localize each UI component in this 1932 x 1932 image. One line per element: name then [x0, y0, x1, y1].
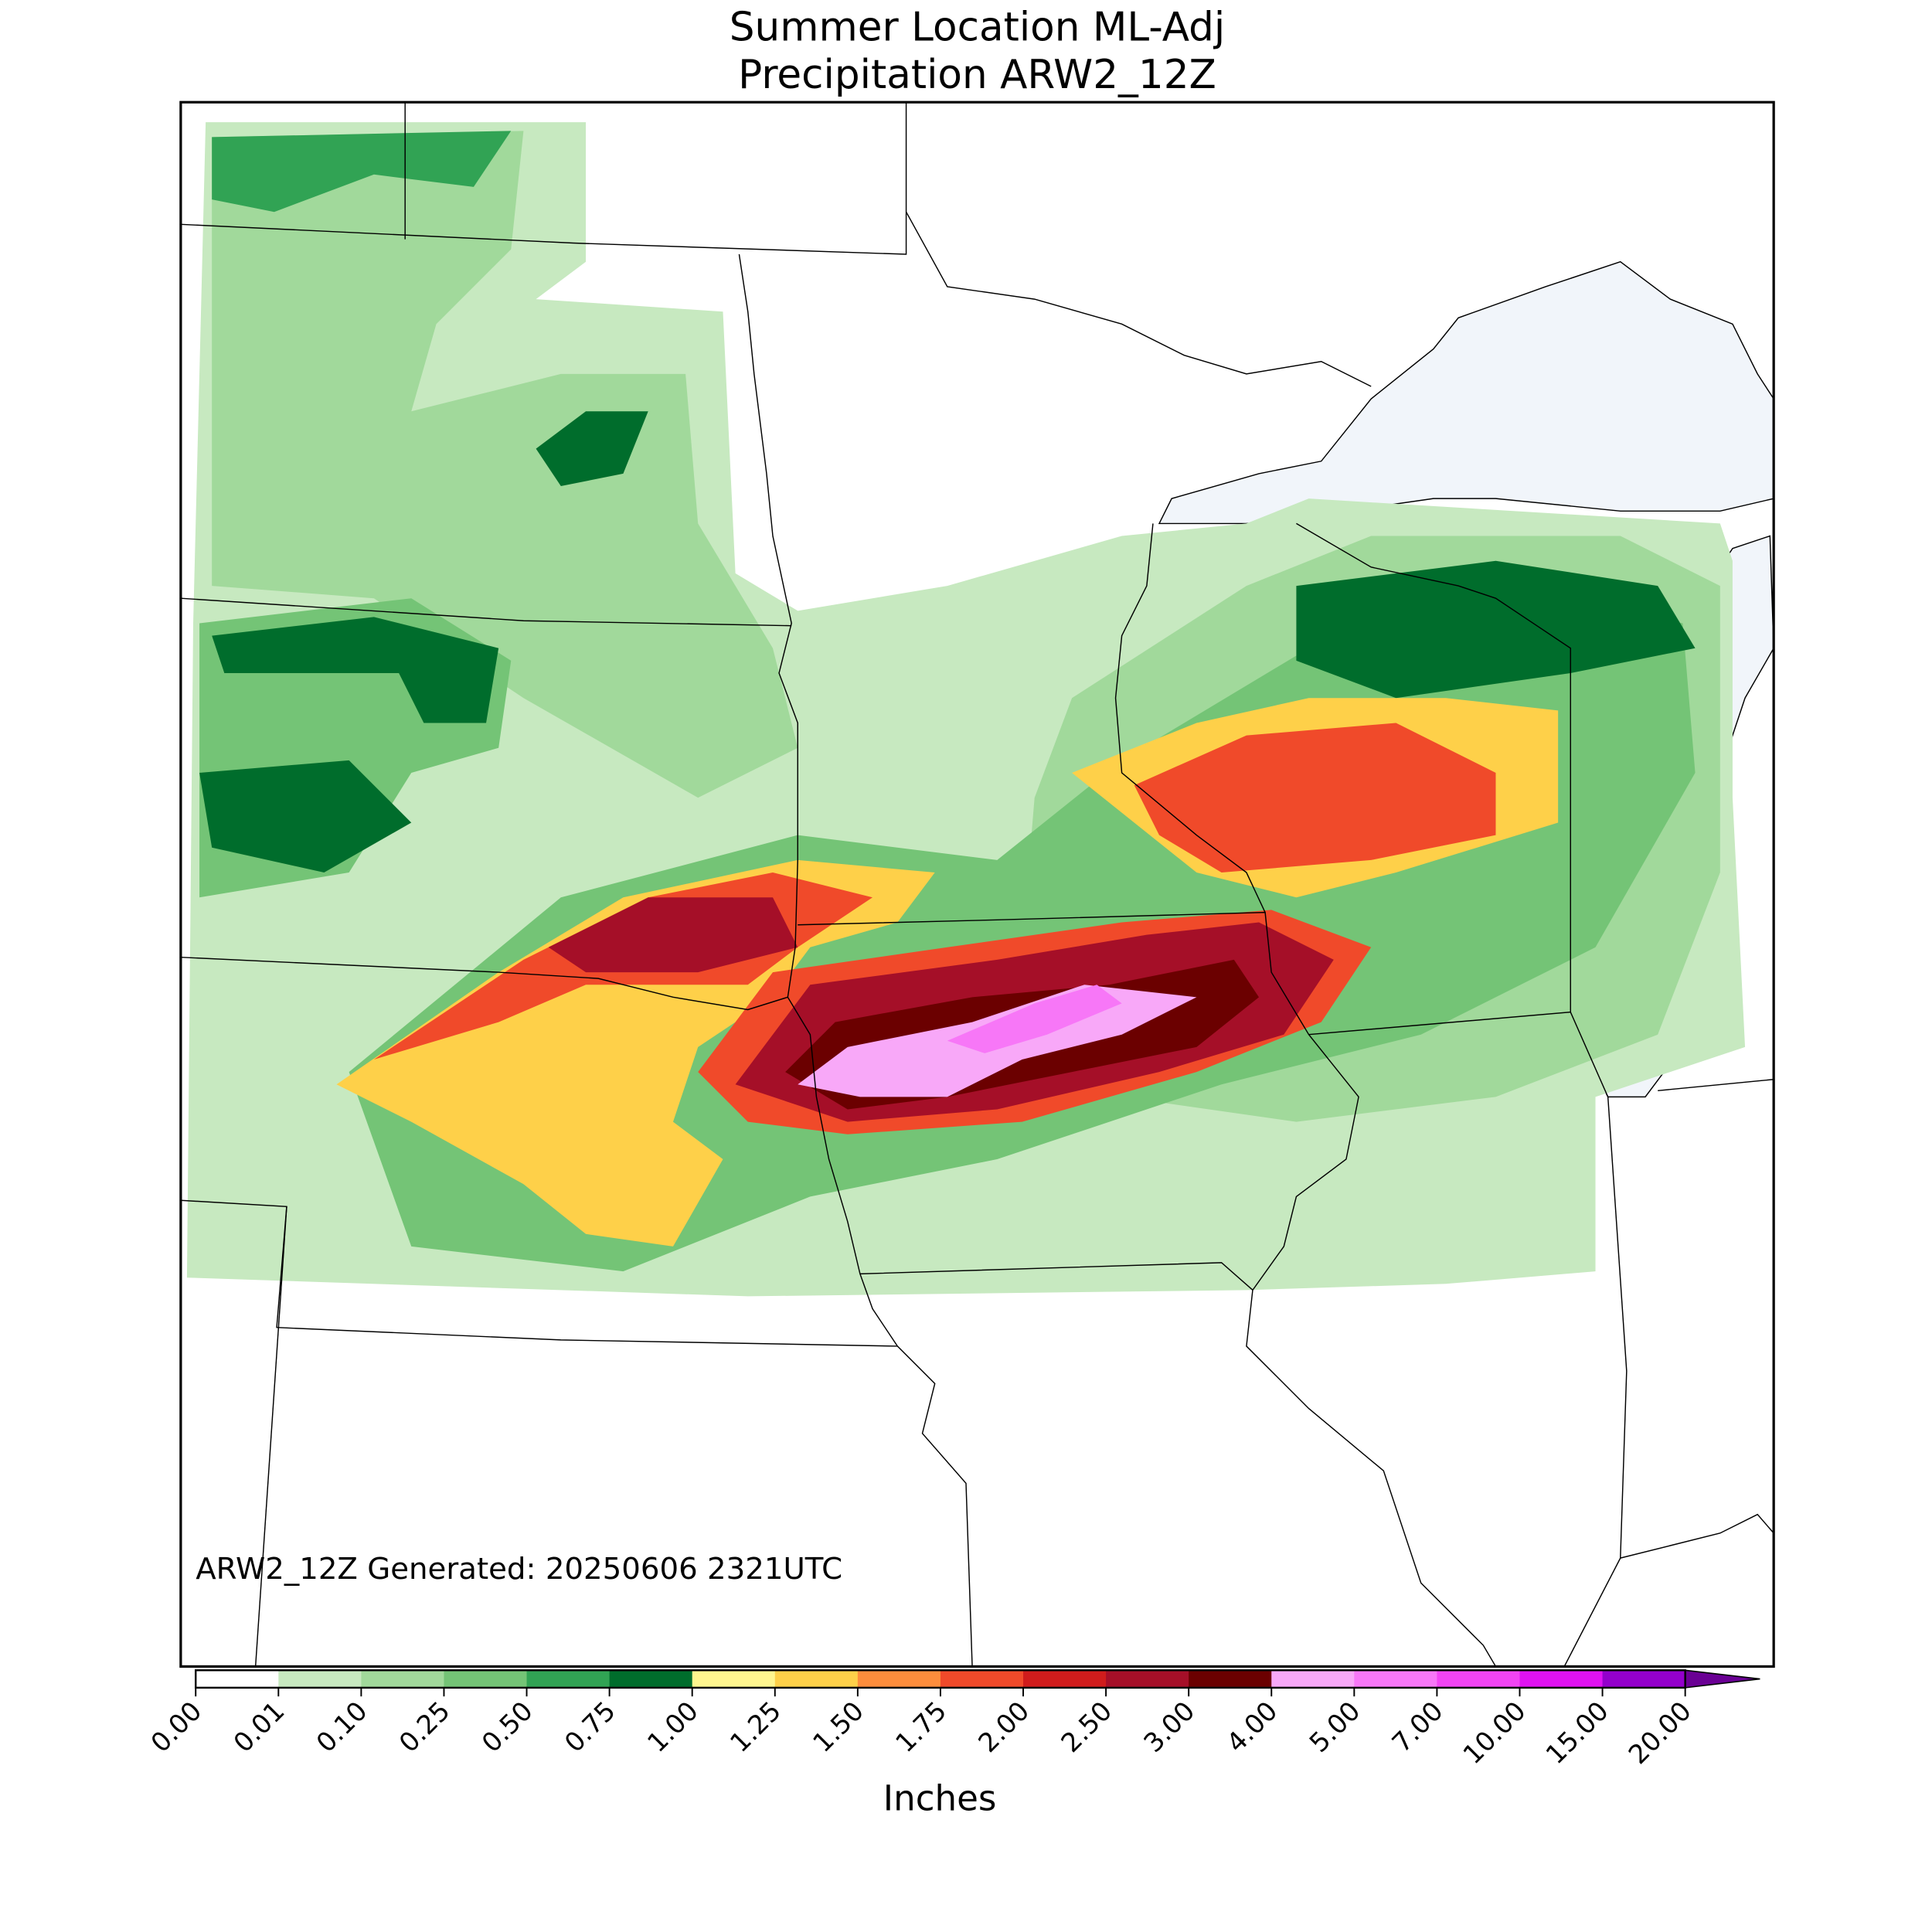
colorbar-tick-label: 1.50: [807, 1696, 869, 1758]
colorbar-tick-label: 1.00: [641, 1696, 704, 1758]
colorbar-segment: [1023, 1670, 1107, 1688]
colorbar-segment: [692, 1670, 776, 1688]
border: [1658, 1079, 1774, 1092]
title-line: Precipitation ARW2_12Z: [738, 52, 1216, 98]
colorbar-segment: [444, 1670, 528, 1688]
colorbar-tick-label: 0.75: [559, 1696, 621, 1758]
border: [254, 1206, 287, 1667]
colorbar-segment: [1189, 1670, 1273, 1688]
map-frame: [179, 100, 1775, 1668]
precipitation-field: [186, 122, 1746, 1297]
colorbar-tick-label: 1.25: [724, 1696, 787, 1758]
precip-area: [212, 131, 512, 213]
border: [859, 1262, 1253, 1291]
precip-area: [947, 985, 1122, 1053]
colorbar-segment: [774, 1670, 859, 1688]
colorbar-tick-label: 5.00: [1304, 1696, 1366, 1758]
colorbar-tick-label: 0.50: [476, 1696, 539, 1758]
precip-area: [1134, 723, 1496, 873]
title-line: Summer Location ML-Adj: [730, 5, 1225, 51]
colorbar-tick-label: 2.50: [1056, 1696, 1118, 1758]
colorbar-tick-label: 1.75: [889, 1696, 952, 1758]
colorbar-segment: [1602, 1670, 1686, 1688]
precip-area: [212, 131, 798, 798]
colorbar-tick-label: 4.00: [1221, 1696, 1284, 1758]
border: [1296, 522, 1571, 1012]
colorbar-segment: [361, 1670, 445, 1688]
colorbar-segment: [857, 1670, 941, 1688]
colorbar-segment: [1271, 1670, 1355, 1688]
annotation: ARW2_12Z Generated: 20250606 2321UTC: [196, 1552, 842, 1587]
colorbar-segment: [526, 1670, 611, 1688]
colorbar-segment: [1106, 1670, 1189, 1688]
borders: [180, 102, 1774, 1667]
colorbar-frame: [195, 1669, 1686, 1689]
border: [180, 597, 792, 627]
border: [798, 911, 1497, 1667]
border: [1114, 523, 1266, 913]
colorbar-tick-label: 0.10: [311, 1696, 373, 1758]
colorbar-extension: [1684, 1669, 1760, 1689]
colorbar-tick-label: 0.00: [145, 1696, 208, 1758]
map-content: [180, 102, 1774, 1667]
colorbar-tick-label: 2.00: [972, 1696, 1035, 1758]
precip-area: [536, 411, 648, 487]
lake-superior: [1158, 260, 1774, 525]
border: [180, 956, 788, 1011]
colorbar-tick-label: 15.00: [1540, 1696, 1614, 1770]
border: [1620, 1513, 1774, 1559]
border: [180, 102, 907, 255]
colorbar-segment: [278, 1670, 362, 1688]
colorbar-segment: [609, 1670, 693, 1688]
precip-area: [548, 897, 798, 973]
colorbar-segment: [1354, 1670, 1438, 1688]
border: [1308, 1011, 1628, 1667]
colorbar: Inches 0.00 0.01 0.10 0.25 0.50 0.75 1.00 1.25 1…: [145, 1669, 1760, 1819]
border: [905, 211, 1372, 387]
colorbar-segment: [940, 1670, 1024, 1688]
precip-area: [212, 617, 499, 723]
colorbar-tick-label: 7.00: [1386, 1696, 1449, 1758]
map: ARW2_12Z Generated: 20250606 2321UTC: [179, 100, 1775, 1668]
colorbar-tick-label: 20.00: [1623, 1696, 1697, 1770]
colorbar-tick-label: 10.00: [1458, 1696, 1532, 1770]
border: [180, 1199, 898, 1347]
precip-area: [1296, 560, 1696, 699]
colorbar-label: Inches: [883, 1778, 997, 1819]
precip-area: [199, 760, 412, 873]
colorbar-segment: [1519, 1670, 1604, 1688]
border: [738, 253, 973, 1667]
colorbar-tick-label: 0.01: [228, 1696, 291, 1758]
colorbar-tick-label: 3.00: [1138, 1696, 1201, 1758]
colorbar-segment: [196, 1670, 280, 1688]
colorbar-segment: [1437, 1670, 1521, 1688]
colorbar-tick-label: 0.25: [393, 1696, 456, 1758]
